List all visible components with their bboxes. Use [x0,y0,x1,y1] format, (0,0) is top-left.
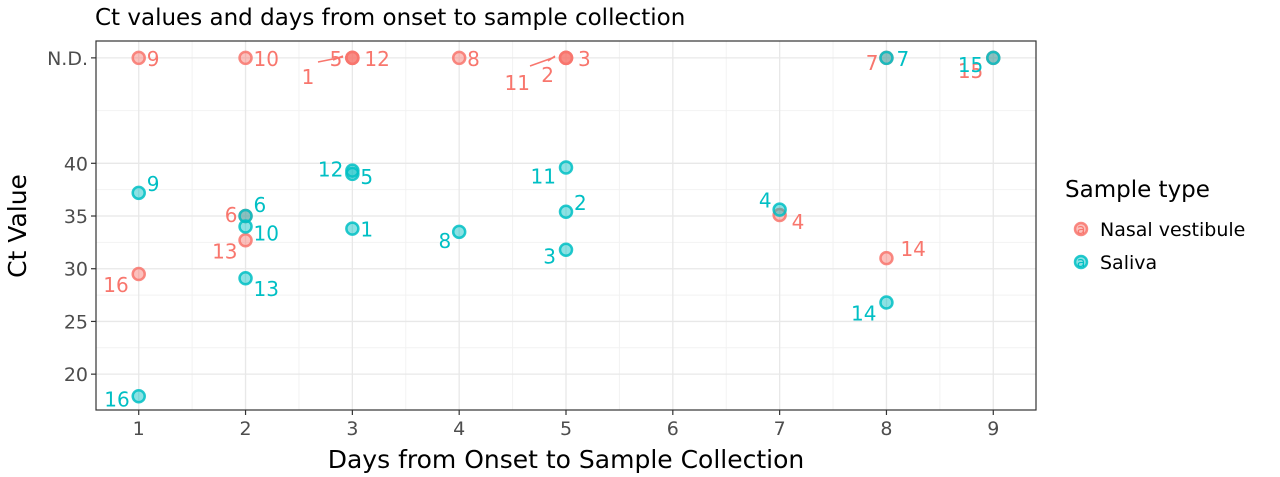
gridlines [96,41,1036,410]
legend-key [1073,221,1089,237]
point-label: 14 [851,301,876,325]
point-label: 3 [543,245,556,269]
point-label: 1 [360,218,373,242]
point-label: 16 [103,273,128,297]
point-label: 11 [531,165,556,189]
data-point [345,221,360,236]
legend-label: Nasal vestibule [1100,219,1245,241]
point-label: 8 [438,229,451,253]
data-point [986,50,1001,66]
point-label: 3 [578,47,591,71]
x-tick-label: 5 [560,418,572,440]
point-label: 4 [792,210,805,234]
data-point [238,233,253,248]
point-label: 4 [759,189,772,213]
x-tick-label: 4 [453,418,465,440]
x-tick-label: 3 [346,418,358,440]
data-point [131,389,146,404]
legend-key-glyph: a [1077,222,1086,238]
point-label: 9 [147,172,160,196]
chart-title: Ct values and days from onset to sample … [95,5,685,31]
data-point [345,166,360,182]
data-point [131,266,146,282]
legend-label: Saliva [1100,252,1157,274]
point-label: 1 [302,65,315,89]
point-label: 16 [104,387,129,411]
point-label: 12 [364,47,389,71]
data-point [131,185,146,201]
data-point [238,50,253,66]
point-label: 5 [330,47,343,71]
data-point [451,50,467,66]
x-tick-label: 9 [987,418,999,440]
data-point [879,295,894,310]
data-point [345,50,360,66]
x-tick-label: 8 [880,418,892,440]
data-point [558,50,574,66]
data-point [772,202,787,217]
point-label: 13 [254,277,279,301]
x-tick-label: 7 [774,418,786,440]
point-label: 15 [958,59,983,83]
data-point [131,50,146,66]
legend-title: Sample type [1065,177,1210,203]
point-label: 9 [147,47,160,71]
data-point [879,250,894,266]
legend-key-glyph: a [1077,255,1086,271]
legend-key [1073,254,1089,270]
y-tick-label: 35 [64,206,88,228]
data-point [451,224,467,240]
legend-entries: a Nasal vestibule a Saliva [1073,219,1245,274]
y-axis-title: Ct Value [3,174,32,278]
y-tick-label: N.D. [47,48,88,70]
label-leader-line [317,56,344,63]
data-point [558,242,574,257]
point-label: 12 [318,158,343,182]
data-point [238,270,253,286]
x-axis-title: Days from Onset to Sample Collection [328,445,805,474]
y-tick-label: 25 [64,311,88,333]
data-points [131,50,1001,404]
point-label: 7 [896,47,909,71]
x-tick-label: 2 [239,418,251,440]
x-tick-label: 6 [667,418,679,440]
data-point [558,160,574,175]
data-point [879,50,894,66]
point-label: 2 [574,191,587,215]
y-tick-label: 30 [64,259,88,281]
point-label: 13 [212,239,237,263]
legend: Sample type a Nasal vestibule a Saliva [1065,177,1245,274]
point-label: 10 [254,47,279,71]
point-label: 14 [900,237,925,261]
point-label: 6 [254,193,267,217]
point-label: 6 [225,203,238,227]
point-label: 8 [467,47,480,71]
data-point [558,204,574,220]
label-leader-line [529,56,556,67]
x-tick-label: 1 [133,418,145,440]
y-tick-label: 20 [64,364,88,386]
point-label: 10 [254,222,279,246]
point-label: 7 [866,51,879,75]
data-point [238,219,253,234]
data-point [238,208,253,224]
y-tick-label: 40 [64,153,88,175]
point-label: 5 [360,165,373,189]
point-label: 15 [958,53,983,77]
point-label: 11 [505,71,530,95]
point-label: 2 [541,63,554,87]
